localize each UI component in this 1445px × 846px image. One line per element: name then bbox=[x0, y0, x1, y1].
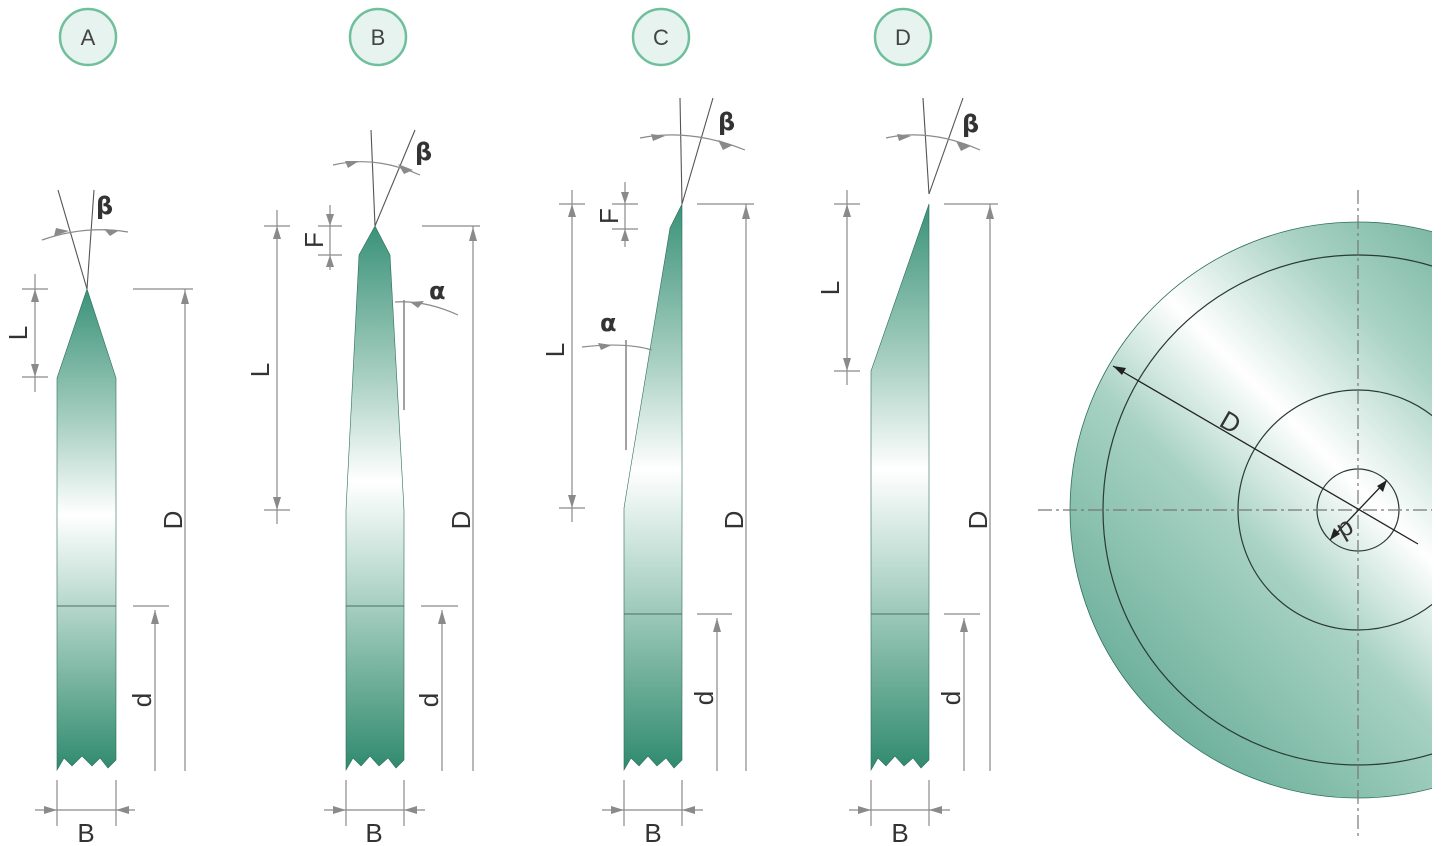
D-label: D bbox=[719, 511, 749, 530]
badge-b: B bbox=[348, 7, 408, 67]
L-label: L bbox=[245, 363, 275, 377]
badge-c-label: C bbox=[653, 25, 669, 50]
badge-d: D bbox=[873, 7, 933, 67]
blade-d bbox=[870, 203, 930, 772]
badge-a: A bbox=[58, 7, 118, 67]
alpha-label: α bbox=[600, 309, 617, 337]
d-label: d bbox=[936, 691, 966, 705]
disc-D-dimension-line bbox=[1112, 365, 1419, 545]
profile-c: β F α L D d B bbox=[540, 97, 754, 846]
beta-label: β bbox=[96, 192, 113, 220]
D-label: D bbox=[446, 511, 476, 530]
D-label: D bbox=[963, 511, 993, 530]
B-label: B bbox=[77, 818, 94, 846]
B-label: B bbox=[365, 818, 382, 846]
profile-a: β L D d B bbox=[3, 189, 193, 846]
badge-a-label: A bbox=[81, 25, 96, 50]
disc-d-dimension-line bbox=[1329, 479, 1388, 541]
beta-label: β bbox=[718, 108, 735, 136]
beta-label: β bbox=[415, 138, 432, 166]
badge-d-label: D bbox=[895, 25, 911, 50]
disc-view: D d bbox=[1038, 190, 1432, 840]
alpha-label: α bbox=[429, 277, 446, 305]
d-label: d bbox=[127, 693, 157, 707]
L-label: L bbox=[3, 326, 33, 340]
D-label: D bbox=[158, 511, 188, 530]
badge-c: C bbox=[631, 7, 691, 67]
L-label: L bbox=[815, 281, 845, 295]
profile-b: β F α L D d B bbox=[245, 129, 480, 846]
profile-d: β L D d B bbox=[815, 97, 998, 846]
L-label: L bbox=[540, 343, 570, 357]
badge-b-label: B bbox=[371, 25, 386, 50]
d-label: d bbox=[414, 693, 444, 707]
blade-b bbox=[345, 225, 405, 772]
d-label: d bbox=[689, 691, 719, 705]
blade-c bbox=[623, 203, 683, 772]
F-label: F bbox=[594, 208, 624, 224]
beta-label: β bbox=[962, 110, 979, 138]
blade-a bbox=[56, 288, 117, 772]
F-label: F bbox=[299, 232, 329, 248]
B-label: B bbox=[891, 818, 908, 846]
B-label: B bbox=[644, 818, 661, 846]
